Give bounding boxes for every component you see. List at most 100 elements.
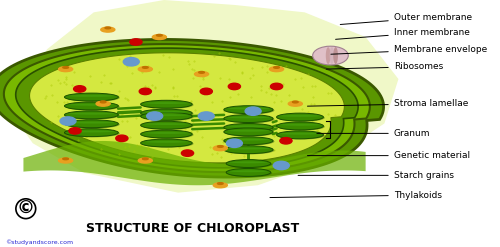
Circle shape bbox=[130, 39, 142, 45]
Ellipse shape bbox=[224, 128, 273, 136]
Circle shape bbox=[228, 83, 240, 90]
Text: ©studyandscore.com: ©studyandscore.com bbox=[4, 239, 73, 245]
Ellipse shape bbox=[224, 106, 273, 114]
Ellipse shape bbox=[96, 101, 110, 106]
Ellipse shape bbox=[144, 114, 188, 116]
Ellipse shape bbox=[64, 93, 118, 101]
Ellipse shape bbox=[138, 158, 152, 163]
Ellipse shape bbox=[105, 27, 110, 29]
Circle shape bbox=[139, 88, 151, 95]
Ellipse shape bbox=[218, 145, 223, 147]
Ellipse shape bbox=[64, 111, 118, 119]
Ellipse shape bbox=[140, 121, 192, 129]
Ellipse shape bbox=[156, 35, 162, 36]
Ellipse shape bbox=[144, 132, 188, 134]
Ellipse shape bbox=[214, 146, 228, 151]
Text: Membrane envelope: Membrane envelope bbox=[331, 45, 487, 54]
Ellipse shape bbox=[225, 146, 274, 154]
Ellipse shape bbox=[63, 67, 68, 68]
Ellipse shape bbox=[228, 139, 270, 141]
Ellipse shape bbox=[228, 125, 270, 127]
Text: Ribosomes: Ribosomes bbox=[326, 62, 443, 71]
Ellipse shape bbox=[225, 106, 274, 114]
Ellipse shape bbox=[228, 147, 270, 149]
Polygon shape bbox=[19, 0, 398, 193]
Ellipse shape bbox=[144, 102, 188, 104]
Polygon shape bbox=[24, 141, 365, 185]
Ellipse shape bbox=[214, 183, 228, 188]
Ellipse shape bbox=[224, 115, 273, 123]
Ellipse shape bbox=[278, 114, 325, 122]
Ellipse shape bbox=[142, 110, 194, 118]
Ellipse shape bbox=[228, 107, 270, 109]
Ellipse shape bbox=[68, 130, 114, 132]
Circle shape bbox=[182, 150, 194, 156]
Ellipse shape bbox=[138, 67, 152, 72]
Ellipse shape bbox=[276, 122, 324, 130]
Circle shape bbox=[274, 161, 289, 170]
Ellipse shape bbox=[230, 170, 268, 172]
Ellipse shape bbox=[64, 102, 118, 110]
Ellipse shape bbox=[140, 109, 192, 117]
Text: Starch grains: Starch grains bbox=[298, 171, 454, 180]
Ellipse shape bbox=[226, 160, 270, 167]
Ellipse shape bbox=[101, 27, 115, 32]
Ellipse shape bbox=[326, 47, 330, 64]
Ellipse shape bbox=[288, 101, 302, 106]
Polygon shape bbox=[4, 44, 370, 172]
Ellipse shape bbox=[66, 103, 120, 111]
Ellipse shape bbox=[68, 104, 114, 106]
Ellipse shape bbox=[68, 122, 114, 124]
Ellipse shape bbox=[226, 168, 270, 176]
Ellipse shape bbox=[66, 112, 120, 120]
Circle shape bbox=[60, 117, 76, 125]
Ellipse shape bbox=[278, 132, 325, 140]
Text: ©: © bbox=[17, 200, 35, 218]
Ellipse shape bbox=[66, 121, 120, 128]
Ellipse shape bbox=[142, 67, 148, 68]
Ellipse shape bbox=[225, 115, 274, 123]
Ellipse shape bbox=[140, 112, 192, 120]
Ellipse shape bbox=[66, 94, 120, 102]
Ellipse shape bbox=[218, 183, 223, 184]
Text: Thylakoids: Thylakoids bbox=[270, 191, 442, 200]
Text: Inner membrane: Inner membrane bbox=[336, 28, 469, 39]
Ellipse shape bbox=[224, 124, 273, 131]
Ellipse shape bbox=[64, 129, 118, 137]
Ellipse shape bbox=[140, 130, 192, 138]
Ellipse shape bbox=[334, 47, 338, 64]
Ellipse shape bbox=[63, 158, 68, 160]
Circle shape bbox=[198, 112, 214, 120]
Ellipse shape bbox=[280, 133, 320, 135]
Ellipse shape bbox=[152, 35, 166, 40]
Ellipse shape bbox=[278, 123, 325, 131]
Polygon shape bbox=[16, 48, 358, 168]
Ellipse shape bbox=[224, 146, 273, 154]
Ellipse shape bbox=[194, 72, 208, 77]
Ellipse shape bbox=[144, 123, 188, 125]
Ellipse shape bbox=[270, 67, 283, 72]
Text: STRUCTURE OF CHLOROPLAST: STRUCTURE OF CHLOROPLAST bbox=[86, 222, 299, 235]
Ellipse shape bbox=[142, 113, 194, 121]
Ellipse shape bbox=[142, 131, 194, 139]
Ellipse shape bbox=[144, 141, 188, 143]
Ellipse shape bbox=[225, 124, 274, 132]
Ellipse shape bbox=[144, 111, 188, 113]
Ellipse shape bbox=[228, 130, 270, 132]
Ellipse shape bbox=[228, 160, 272, 168]
Ellipse shape bbox=[66, 129, 120, 137]
Ellipse shape bbox=[199, 72, 204, 73]
Ellipse shape bbox=[142, 101, 194, 109]
Text: Stroma lamellae: Stroma lamellae bbox=[308, 99, 468, 108]
Ellipse shape bbox=[64, 120, 118, 128]
Ellipse shape bbox=[68, 113, 114, 115]
Circle shape bbox=[74, 86, 86, 92]
Polygon shape bbox=[0, 40, 384, 177]
Ellipse shape bbox=[140, 100, 192, 108]
Ellipse shape bbox=[142, 158, 148, 160]
Ellipse shape bbox=[280, 124, 320, 126]
Text: Genetic material: Genetic material bbox=[308, 151, 470, 160]
Circle shape bbox=[270, 83, 282, 90]
Circle shape bbox=[146, 112, 162, 120]
Ellipse shape bbox=[228, 169, 272, 177]
